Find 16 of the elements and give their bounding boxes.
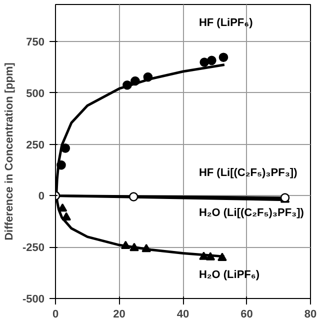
x-tick-label: 20 — [113, 308, 126, 320]
x-tick-label: 80 — [304, 308, 317, 320]
series-label: H₂O (Li[(C₂F₅)₃PF₃]) — [198, 207, 304, 220]
series-label: HF (Li[(C₂F₅)₃PF₃]) — [198, 167, 298, 180]
y-tick-label: -500 — [22, 294, 45, 306]
series-label: H₂O (LiPF₆) — [198, 268, 260, 281]
y-tick-label: 500 — [26, 88, 45, 100]
x-tick-label: 40 — [176, 308, 190, 320]
text: HF (LiPF₆) — [198, 17, 254, 30]
x-tick-label: 0 — [52, 308, 59, 320]
y-tick-label: 750 — [26, 36, 45, 49]
y-tick-label: 0 — [38, 190, 45, 203]
y-tick-label: 250 — [26, 139, 45, 152]
x-tick-label: 60 — [240, 308, 253, 320]
y-tick-label: -250 — [22, 242, 45, 254]
y-axis-title: Difference in Concentration [ppm] — [3, 62, 16, 240]
